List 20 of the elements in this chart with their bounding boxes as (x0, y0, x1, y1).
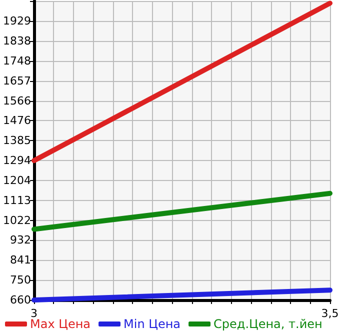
x-tick-label: 3,5 (321, 307, 339, 320)
legend-label: Сред.Цена, т.йен (214, 317, 322, 331)
y-tick-label: 1294 (2, 154, 31, 168)
legend-label: Max Цена (30, 317, 91, 331)
y-tick-label: 1385 (2, 134, 31, 148)
y-tick-label: 1476 (2, 114, 31, 128)
y-tick-label: 1204 (2, 174, 31, 187)
y-tick-label: 1929 (2, 14, 31, 28)
y-tick-label: 932 (10, 234, 31, 247)
y-tick-label: 1566 (2, 94, 31, 108)
y-tick-label: 1022 (2, 214, 31, 227)
y-tick-label: 1838 (2, 34, 31, 48)
y-tick-label: 1657 (2, 74, 31, 88)
y-tick-label: 660 (10, 294, 31, 306)
x-tick-label: 3 (30, 307, 38, 320)
y-tick-label: 750 (10, 274, 31, 287)
y-tick-label: 1748 (2, 54, 31, 68)
y-tick-label: 1113 (2, 194, 31, 207)
y-tick-label: 841 (10, 254, 31, 267)
legend-label: Min Цена (124, 317, 181, 331)
